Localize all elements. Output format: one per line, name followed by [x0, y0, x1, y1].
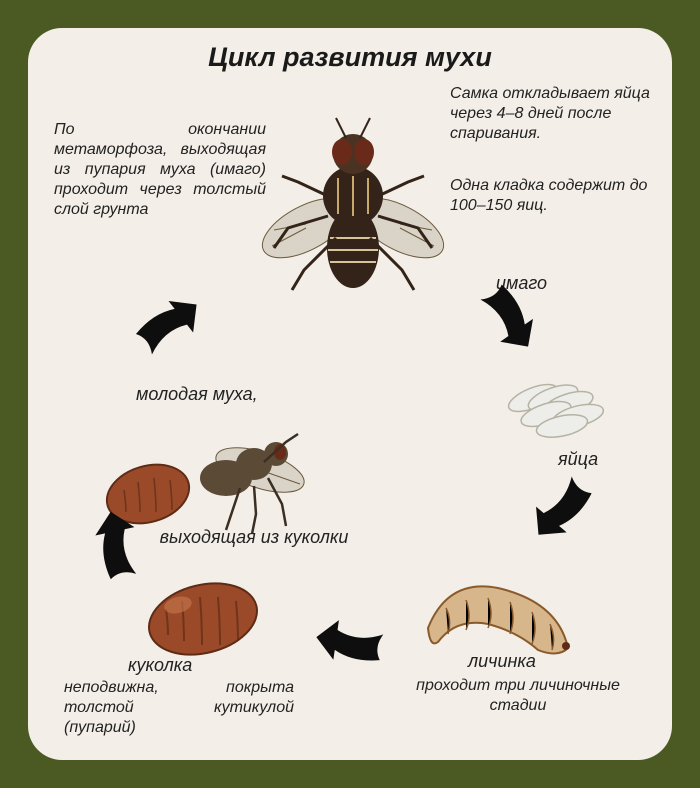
label-emerging-line1: молодая муха, — [136, 383, 258, 406]
desc-larva: проходит три личиночные стадии — [388, 676, 648, 716]
content-card: Цикл развития мухи По окончании метаморф… — [28, 28, 672, 760]
arrow-emerging-to-imago — [129, 289, 209, 364]
desc-pupa: неподвижна, покрыта толстой кутикулой (п… — [64, 678, 294, 738]
label-emerging-line2: выходящая из куколки — [154, 526, 354, 549]
pupa-illustration — [138, 571, 268, 666]
page-frame: Цикл развития мухи По окончании метаморф… — [0, 0, 700, 788]
label-pupa: куколка — [128, 654, 192, 677]
imago-illustration — [258, 98, 448, 298]
arrow-eggs-to-larva — [523, 468, 599, 547]
diagram-title: Цикл развития мухи — [28, 42, 672, 73]
label-eggs: яйца — [558, 448, 598, 471]
label-larva: личинка — [468, 650, 536, 673]
eggs-illustration — [498, 358, 618, 448]
note-top-right-2: Одна кладка содержит до 100–150 яиц. — [450, 176, 655, 216]
note-top-left: По окончании метаморфоза, выходящая из п… — [54, 120, 266, 220]
arrow-larva-to-pupa — [314, 617, 389, 666]
note-top-right-1: Самка откладывает яйца через 4–8 дней по… — [450, 84, 655, 144]
